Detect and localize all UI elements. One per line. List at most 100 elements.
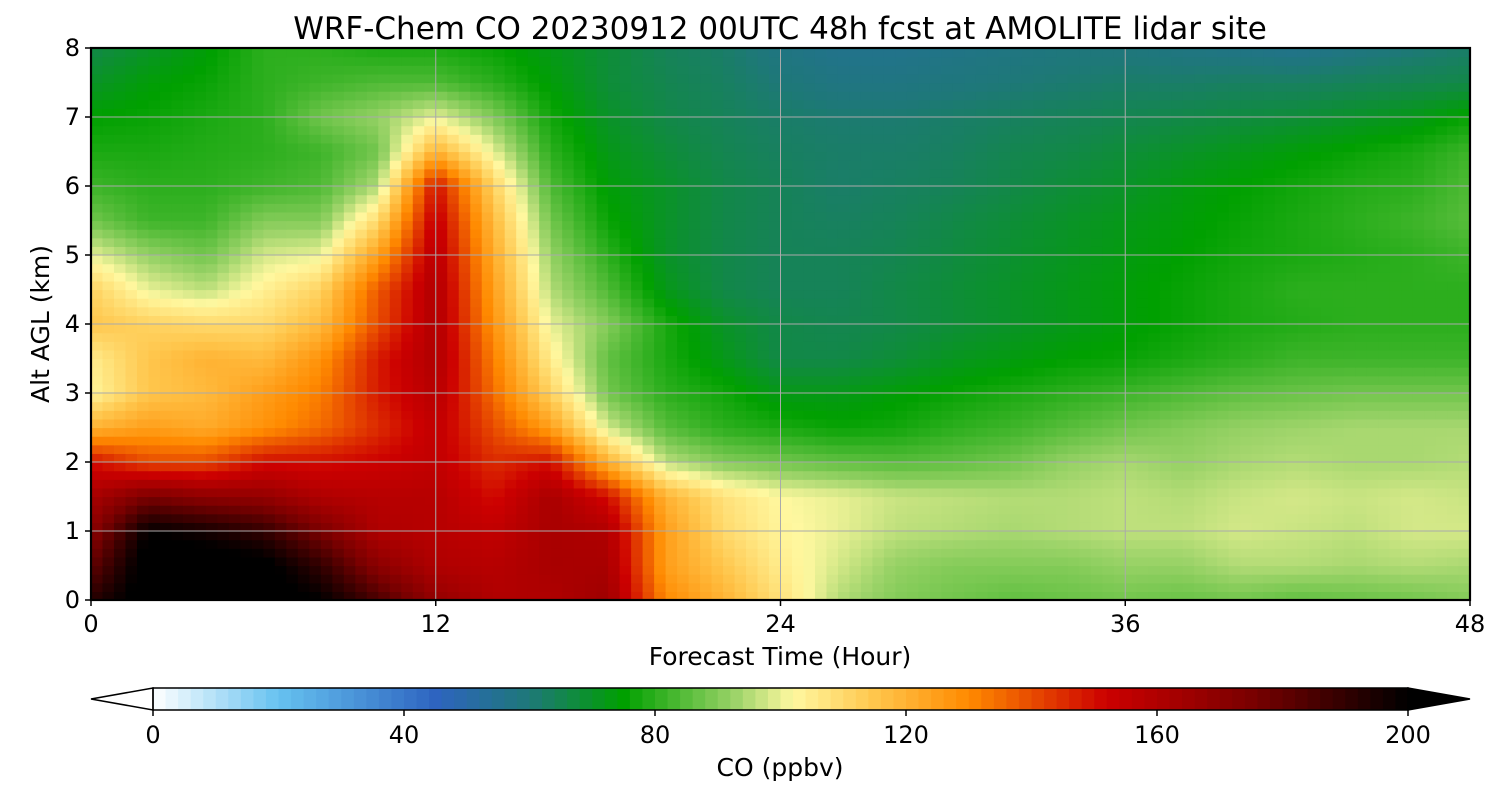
heatmap-cell [688, 418, 701, 429]
heatmap-cell [389, 548, 402, 558]
heatmap-cell [274, 393, 287, 403]
heatmap-cell [205, 487, 219, 498]
heatmap-cell [826, 410, 839, 420]
heatmap-cell [91, 272, 104, 282]
heatmap-cell [1148, 358, 1161, 368]
heatmap-cell [1090, 539, 1103, 549]
heatmap-cell [550, 444, 563, 454]
heatmap-cell [860, 289, 874, 299]
heatmap-cell [757, 453, 770, 463]
heatmap-cell [1274, 410, 1287, 420]
heatmap-cell [1067, 591, 1080, 600]
heatmap-cell [263, 358, 276, 368]
heatmap-cell [1332, 384, 1345, 394]
heatmap-cell [217, 349, 230, 360]
heatmap-cell [1447, 410, 1460, 420]
heatmap-cell [539, 427, 552, 437]
heatmap-cell [665, 548, 678, 558]
heatmap-cell [1090, 367, 1103, 377]
heatmap-cell [688, 324, 701, 334]
heatmap-cell [964, 393, 977, 403]
heatmap-cell [1228, 393, 1241, 403]
heatmap-cell [1412, 280, 1425, 291]
heatmap-cell [102, 548, 115, 558]
heatmap-cell [998, 255, 1011, 265]
heatmap-cell [711, 263, 724, 273]
heatmap-cell [91, 522, 104, 532]
heatmap-cell [665, 436, 678, 446]
heatmap-cell [205, 556, 219, 567]
heatmap-cell [1366, 349, 1379, 360]
heatmap-cell [700, 289, 713, 299]
heatmap-cell [1010, 487, 1023, 498]
heatmap-cell [1240, 401, 1253, 411]
heatmap-cell [1136, 427, 1149, 437]
heatmap-cell [1435, 496, 1448, 506]
heatmap-cell [1424, 349, 1437, 360]
heatmap-cell [182, 574, 196, 584]
heatmap-cell [619, 246, 632, 256]
heatmap-cell [1171, 487, 1184, 498]
heatmap-cell [1033, 298, 1046, 308]
heatmap-cell [1297, 289, 1310, 299]
heatmap-cell [389, 522, 402, 532]
heatmap-cell [102, 263, 115, 273]
heatmap-cell [814, 384, 828, 394]
heatmap-cell [205, 505, 219, 515]
heatmap-cell [665, 505, 678, 515]
heatmap-cell [987, 427, 1000, 437]
heatmap-cell [631, 487, 644, 498]
heatmap-cell [1424, 418, 1437, 429]
heatmap-cell [1159, 462, 1172, 472]
heatmap-cell [1366, 375, 1379, 385]
heatmap-cell [504, 237, 517, 247]
heatmap-cell [159, 444, 173, 454]
heatmap-cell [987, 358, 1000, 368]
heatmap-cell [791, 582, 805, 592]
heatmap-cell [274, 375, 287, 385]
heatmap-cell [1297, 315, 1310, 325]
heatmap-cell [1205, 565, 1218, 575]
heatmap-cell [826, 479, 839, 489]
heatmap-cell [1309, 522, 1322, 532]
heatmap-cell [1458, 401, 1470, 411]
heatmap-cell [1412, 367, 1425, 377]
heatmap-cell [251, 496, 264, 506]
heatmap-cell [1424, 513, 1437, 523]
heatmap-cell [631, 401, 644, 411]
heatmap-cell [1056, 255, 1069, 265]
heatmap-cell [1412, 332, 1425, 342]
heatmap-cell [148, 565, 161, 575]
heatmap-cell [550, 384, 563, 394]
heatmap-cell [1343, 556, 1356, 567]
heatmap-cell [642, 531, 655, 541]
heatmap-cell [113, 591, 127, 600]
heatmap-cell [688, 315, 701, 325]
heatmap-cell [320, 556, 333, 567]
heatmap-cell [860, 358, 874, 368]
heatmap-cell [895, 591, 908, 600]
heatmap-cell [1217, 522, 1230, 532]
heatmap-cell [860, 462, 874, 472]
heatmap-cell [711, 548, 724, 558]
heatmap-cell [366, 280, 379, 291]
heatmap-cell [642, 496, 655, 506]
heatmap-cell [228, 487, 241, 498]
heatmap-cell [769, 548, 782, 558]
heatmap-cell [102, 591, 115, 600]
heatmap-cell [1044, 539, 1057, 549]
heatmap-cell [619, 341, 632, 351]
heatmap-cell [297, 341, 310, 351]
heatmap-cell [1182, 565, 1195, 575]
heatmap-cell [1228, 298, 1241, 308]
heatmap-cell [286, 358, 299, 368]
heatmap-cell [1148, 487, 1161, 498]
heatmap-cell [102, 401, 115, 411]
heatmap-cell [952, 332, 965, 342]
heatmap-cell [562, 591, 575, 600]
heatmap-cell [1148, 548, 1161, 558]
heatmap-cell [171, 280, 184, 291]
heatmap-cell [757, 410, 770, 420]
heatmap-cell [1021, 505, 1034, 515]
